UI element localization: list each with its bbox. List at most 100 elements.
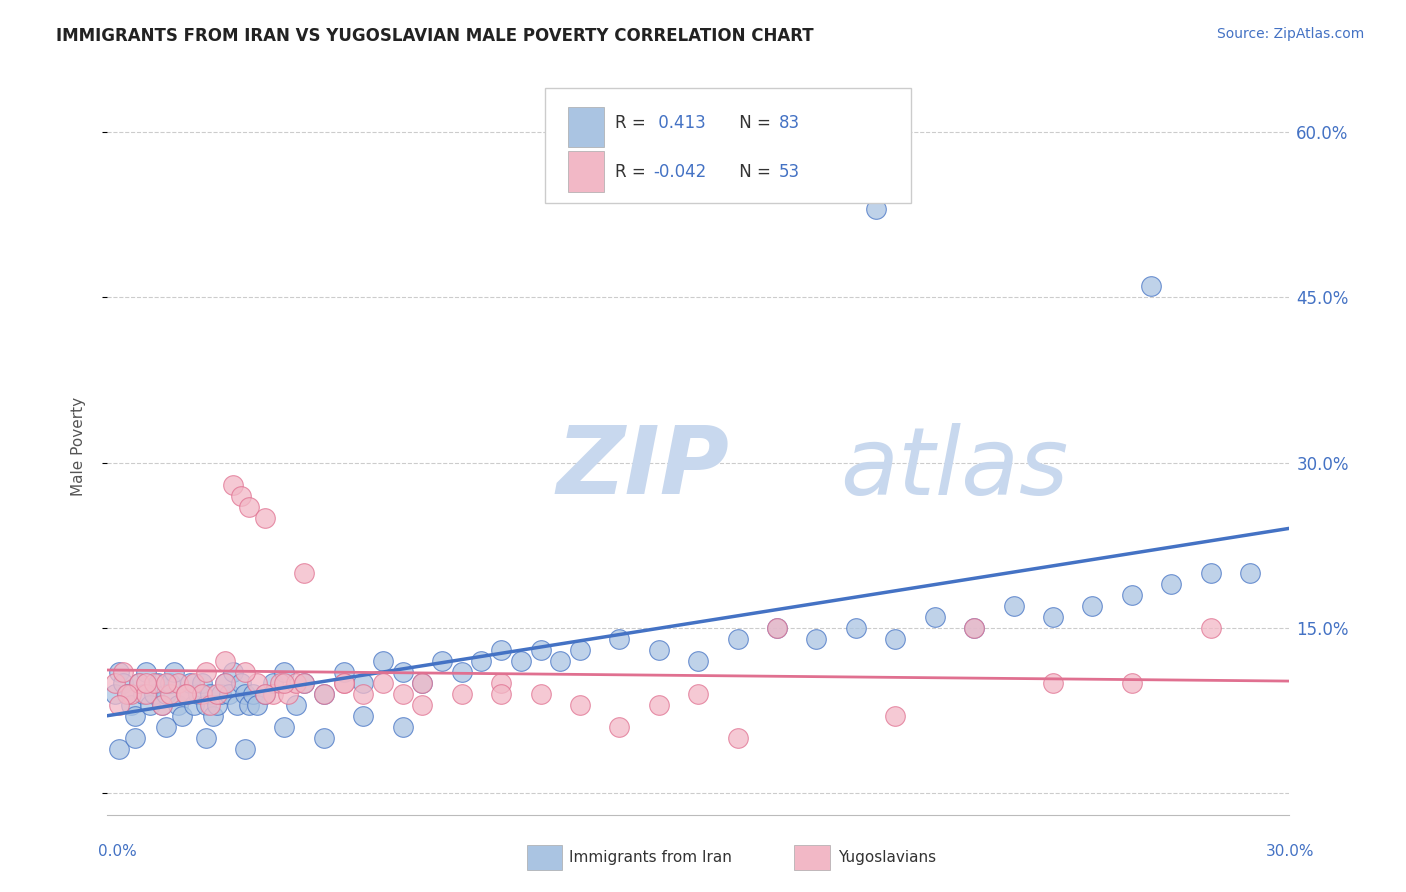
Point xyxy=(242,687,264,701)
Point xyxy=(352,708,374,723)
Point xyxy=(207,687,229,701)
Point xyxy=(292,675,315,690)
Point xyxy=(222,477,245,491)
Text: N =: N = xyxy=(734,114,776,132)
Text: N =: N = xyxy=(734,163,776,181)
Point xyxy=(806,632,828,646)
Point xyxy=(233,741,256,756)
Point xyxy=(450,665,472,679)
Point xyxy=(371,675,394,690)
Point xyxy=(569,642,592,657)
Point xyxy=(609,720,631,734)
Point xyxy=(108,665,131,679)
Point xyxy=(198,687,221,701)
Text: -0.042: -0.042 xyxy=(654,163,707,181)
Point xyxy=(1081,599,1104,613)
Point xyxy=(155,687,177,701)
Point xyxy=(489,675,512,690)
Text: R =: R = xyxy=(616,163,651,181)
Text: IMMIGRANTS FROM IRAN VS YUGOSLAVIAN MALE POVERTY CORRELATION CHART: IMMIGRANTS FROM IRAN VS YUGOSLAVIAN MALE… xyxy=(56,27,814,45)
Point xyxy=(139,698,162,712)
FancyBboxPatch shape xyxy=(568,151,603,192)
Point xyxy=(174,687,197,701)
Point xyxy=(285,675,308,690)
Point xyxy=(214,654,236,668)
Point xyxy=(727,731,749,745)
Point xyxy=(202,708,225,723)
Point xyxy=(1199,566,1222,580)
Point xyxy=(167,698,190,712)
Point xyxy=(187,687,209,701)
Point xyxy=(332,675,354,690)
Point xyxy=(1199,621,1222,635)
Point xyxy=(128,675,150,690)
Text: 0.0%: 0.0% xyxy=(98,845,138,859)
Point xyxy=(312,687,335,701)
FancyBboxPatch shape xyxy=(568,107,603,147)
Point xyxy=(111,665,134,679)
Point xyxy=(312,731,335,745)
Point xyxy=(411,698,433,712)
Y-axis label: Male Poverty: Male Poverty xyxy=(72,396,86,496)
Point xyxy=(226,698,249,712)
Point xyxy=(111,675,134,690)
Point xyxy=(135,675,157,690)
Point xyxy=(845,621,868,635)
FancyBboxPatch shape xyxy=(544,88,911,202)
Text: 53: 53 xyxy=(779,163,800,181)
Point xyxy=(411,675,433,690)
Point xyxy=(391,720,413,734)
Point xyxy=(312,687,335,701)
Point xyxy=(128,675,150,690)
Point xyxy=(332,675,354,690)
Point xyxy=(285,698,308,712)
Point xyxy=(124,708,146,723)
Point xyxy=(238,500,260,514)
Point xyxy=(509,654,531,668)
Point xyxy=(648,698,671,712)
Point xyxy=(159,687,181,701)
Point xyxy=(766,621,789,635)
Point xyxy=(411,675,433,690)
Point xyxy=(163,665,186,679)
Point xyxy=(159,675,181,690)
Point xyxy=(233,665,256,679)
Point xyxy=(194,698,217,712)
Point xyxy=(229,675,252,690)
Point xyxy=(391,665,413,679)
Point xyxy=(1239,566,1261,580)
Point xyxy=(143,687,166,701)
Point xyxy=(135,687,157,701)
Point xyxy=(155,675,177,690)
Point xyxy=(352,675,374,690)
Point xyxy=(179,675,201,690)
Point xyxy=(963,621,986,635)
Point xyxy=(143,675,166,690)
Point xyxy=(489,687,512,701)
Point xyxy=(273,665,295,679)
Point xyxy=(120,698,142,712)
Point xyxy=(167,675,190,690)
Point xyxy=(148,675,170,690)
Text: R =: R = xyxy=(616,114,651,132)
Point xyxy=(174,687,197,701)
Point xyxy=(391,687,413,701)
Point xyxy=(269,675,291,690)
Point xyxy=(924,609,946,624)
Point xyxy=(450,687,472,701)
Text: atlas: atlas xyxy=(841,423,1069,514)
Point xyxy=(190,675,212,690)
Point xyxy=(548,654,571,668)
Point xyxy=(648,642,671,657)
Text: Source: ZipAtlas.com: Source: ZipAtlas.com xyxy=(1216,27,1364,41)
Point xyxy=(183,698,205,712)
Point xyxy=(233,687,256,701)
Point xyxy=(292,675,315,690)
Point xyxy=(253,687,276,701)
Point xyxy=(194,665,217,679)
Point xyxy=(1121,675,1143,690)
Text: 83: 83 xyxy=(779,114,800,132)
Point xyxy=(470,654,492,668)
Point xyxy=(277,687,299,701)
Point xyxy=(1160,576,1182,591)
